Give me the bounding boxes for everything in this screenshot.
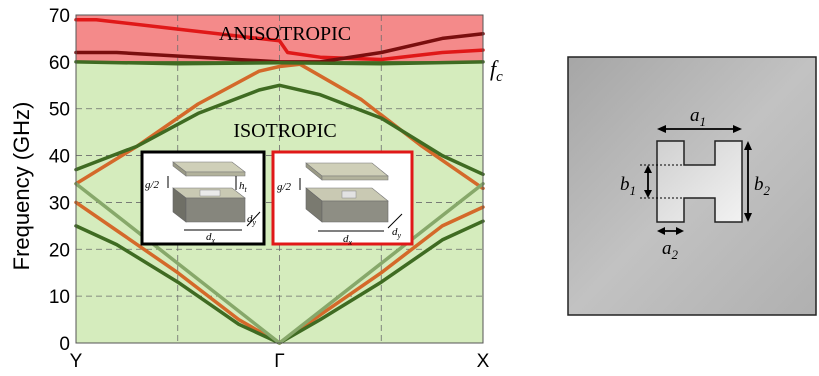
cutoff-frequency-label: fc [490, 56, 503, 85]
inset-1-label-dx: dx [206, 231, 216, 245]
inset-2-label-dy: dy [392, 226, 402, 240]
x-tick-label: Y [70, 351, 83, 372]
isotropic-label: ISOTROPIC [233, 120, 336, 142]
inset-2-label-dx: dx [343, 233, 353, 247]
y-tick-label: 40 [49, 147, 70, 168]
y-tick-label: 50 [49, 100, 70, 121]
h-shaped-slot [656, 140, 743, 223]
y-tick-label: 70 [49, 6, 70, 27]
inset-1-label-gap: g/2 [145, 179, 160, 191]
inset-unit-cell-1: g/2 ht dx dy [140, 150, 266, 246]
y-tick-label: 0 [59, 334, 70, 355]
band-curve-5 [74, 83, 485, 177]
x-tick-label: Γ [274, 351, 284, 372]
band-diagram: 0 10 20 30 40 50 60 70 Y Γ X Frequency (GHz) ANIS… [9, 6, 503, 372]
y-tick-label: 20 [49, 240, 70, 261]
y-tick-label: 30 [49, 193, 70, 214]
band-curve-1 [74, 17, 485, 62]
y-tick-labels: 0 10 20 30 40 50 60 70 [49, 6, 70, 355]
inset-unit-cell-2: g/2 dx dy [271, 150, 414, 247]
plot-frame [75, 14, 484, 344]
inset-1-h-patch [199, 189, 221, 197]
inset-1-label-dy: dy [247, 213, 257, 227]
y-tick-label: 10 [49, 287, 70, 308]
inset-2-label-gap: g/2 [277, 181, 292, 193]
y-axis-label: Frequency (GHz) [9, 102, 34, 271]
anisotropic-label: ANISOTROPIC [219, 23, 351, 45]
inset-1-label-height: ht [239, 180, 248, 194]
inset-2-h-patch [341, 190, 357, 199]
unit-cell-schematic: a1 b2 b1 a2 [567, 56, 817, 316]
band-curve-8 [74, 60, 485, 66]
x-tick-label: X [477, 351, 490, 372]
y-tick-label: 60 [49, 53, 70, 74]
